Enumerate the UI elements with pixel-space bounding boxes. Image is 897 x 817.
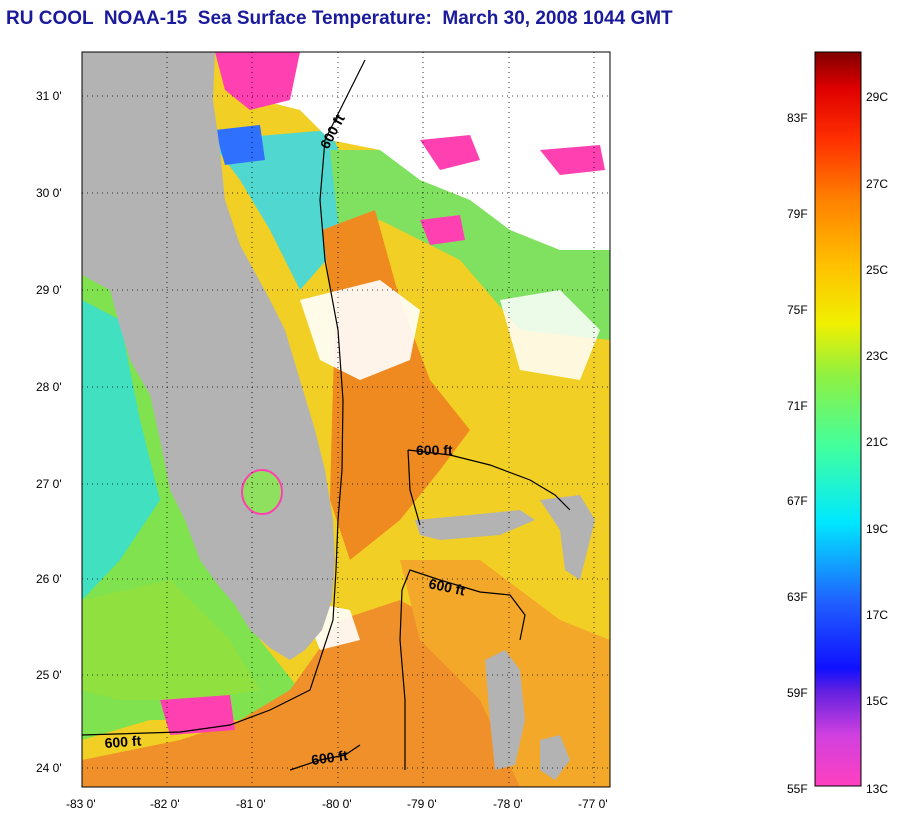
gulf-cyan-water xyxy=(82,300,160,600)
florida-straits-warm xyxy=(82,600,540,787)
colorbar-f-label: 75F xyxy=(787,303,808,317)
colorbar-c-label: 13C xyxy=(866,782,888,796)
contour-600ft-east-florida xyxy=(82,59,366,736)
longitude-labels: -83 0' -82 0' -81 0' -80 0' -79 0' -78 0… xyxy=(66,797,608,811)
page-title: RU COOL NOAA-15 Sea Surface Temperature:… xyxy=(6,8,673,29)
sst-map xyxy=(82,52,610,787)
colorbar xyxy=(814,51,862,787)
lat-label: 26 0' xyxy=(36,572,62,586)
colorbar-f-label: 63F xyxy=(787,590,808,604)
colorbar-c-label: 21C xyxy=(866,435,888,449)
colorbar-f-label: 55F xyxy=(787,782,808,796)
bahamas-south-land xyxy=(540,735,570,780)
colorbar-c-label: 15C xyxy=(866,694,888,708)
colorbar-f-label: 71F xyxy=(787,399,808,413)
colorbar-c-labels: 29C 27C 25C 23C 21C 19C 17C 15C 13C xyxy=(866,90,888,796)
map-frame xyxy=(81,51,611,788)
colorbar-c-label: 19C xyxy=(866,522,888,536)
colorbar-c-label: 17C xyxy=(866,608,888,622)
lat-label: 31 0' xyxy=(36,89,62,103)
lon-label: -78 0' xyxy=(493,797,523,811)
cloud-north xyxy=(240,52,610,250)
colorbar-f-labels: 83F 79F 75F 71F 67F 63F 59F 55F xyxy=(787,111,808,796)
colorbar-f-label: 79F xyxy=(787,207,808,221)
contour-label-little-bahama: 600 ft xyxy=(416,442,453,458)
lon-label: -80 0' xyxy=(322,797,352,811)
cold-patch-east xyxy=(540,145,605,175)
colorbar-f-label: 83F xyxy=(787,111,808,125)
lake-okeechobee xyxy=(241,469,283,515)
colorbar-f-label: 59F xyxy=(787,686,808,700)
lat-label: 30 0' xyxy=(36,186,62,200)
abaco-land xyxy=(540,495,595,580)
colorbar-c-label: 27C xyxy=(866,177,888,191)
contour-600ft-great-bahama xyxy=(399,569,526,770)
cold-patch-keys xyxy=(160,695,235,735)
lat-label: 25 0' xyxy=(36,668,62,682)
cloud-east xyxy=(500,290,600,380)
lon-label: -81 0' xyxy=(236,797,266,811)
colorbar-c-label: 23C xyxy=(866,349,888,363)
lon-label: -79 0' xyxy=(407,797,437,811)
lon-label: -77 0' xyxy=(578,797,608,811)
colorbar-c-label: 25C xyxy=(866,263,888,277)
colorbar-c-label: 29C xyxy=(866,90,888,104)
latitude-labels: 31 0' 30 0' 29 0' 28 0' 27 0' 26 0' 25 0… xyxy=(36,89,62,775)
contour-600ft-little-bahama xyxy=(407,449,571,526)
lat-label: 24 0' xyxy=(36,761,62,775)
contour-label-great-bahama: 600 ft xyxy=(427,575,466,598)
gulf-lower-green xyxy=(82,580,260,700)
andros-land xyxy=(485,650,525,770)
grand-bahama-land xyxy=(415,510,535,540)
colorbar-f-label: 67F xyxy=(787,494,808,508)
contour-600ft-keys xyxy=(289,744,361,771)
contour-label-keys-west: 600 ft xyxy=(104,732,142,751)
lat-label: 29 0' xyxy=(36,283,62,297)
cold-patch-mid xyxy=(420,215,465,245)
cloud-central xyxy=(300,280,420,380)
cold-patch-blue xyxy=(215,125,265,165)
lon-label: -83 0' xyxy=(66,797,96,811)
graticule xyxy=(82,52,610,787)
lon-label: -82 0' xyxy=(150,797,180,811)
cold-patch-northeast xyxy=(420,135,480,170)
lat-label: 27 0' xyxy=(36,477,62,491)
cold-patch-north xyxy=(215,52,300,110)
lat-label: 28 0' xyxy=(36,380,62,394)
contour-label-keys-south: 600 ft xyxy=(310,747,349,768)
